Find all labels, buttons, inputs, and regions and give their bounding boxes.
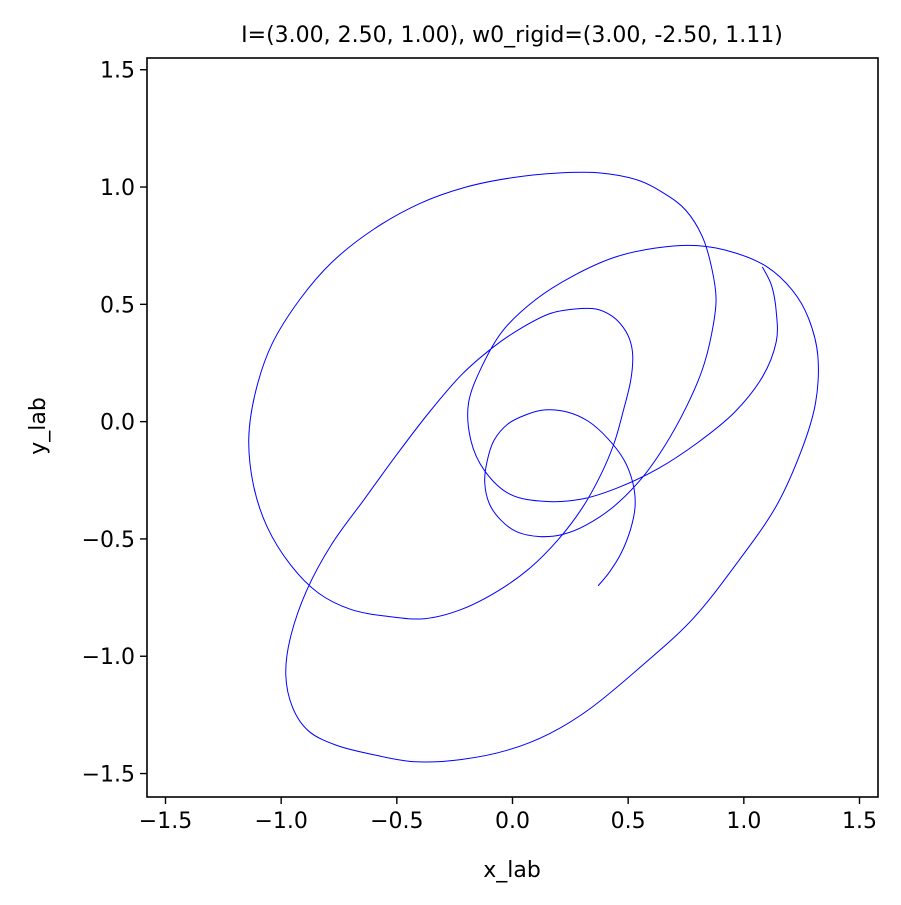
- x-tick-label: −0.5: [370, 809, 423, 834]
- x-axis-label: x_lab: [483, 858, 541, 883]
- trajectory-line-0: [248, 171, 819, 763]
- y-tick-label: −0.5: [82, 528, 135, 553]
- x-tick-label: 0.0: [495, 809, 530, 834]
- axis-ticks: −1.5 −1.0 −0.5 0.0 0.5 1.0 1.5 −1.5 −1.0 −0.5 0.0 0…: [82, 59, 877, 834]
- x-tick-label: 1.0: [726, 809, 761, 834]
- chart-title: I=(3.00, 2.50, 1.00), w0_rigid=(3.00, -2…: [241, 23, 783, 48]
- plot-area: [248, 171, 819, 763]
- y-tick-label: 0.0: [100, 411, 135, 436]
- y-tick-label: 0.5: [100, 293, 135, 318]
- axes-frame: [146, 57, 879, 798]
- y-tick-label: −1.0: [82, 645, 135, 670]
- x-tick-label: −1.5: [139, 809, 192, 834]
- y-tick-label: 1.5: [100, 59, 135, 84]
- x-tick-label: 1.5: [842, 809, 877, 834]
- y-tick-label: −1.5: [82, 763, 135, 788]
- x-tick-label: 0.5: [611, 809, 646, 834]
- x-tick-label: −1.0: [254, 809, 307, 834]
- y-tick-label: 1.0: [100, 176, 135, 201]
- y-axis-label: y_lab: [26, 397, 51, 455]
